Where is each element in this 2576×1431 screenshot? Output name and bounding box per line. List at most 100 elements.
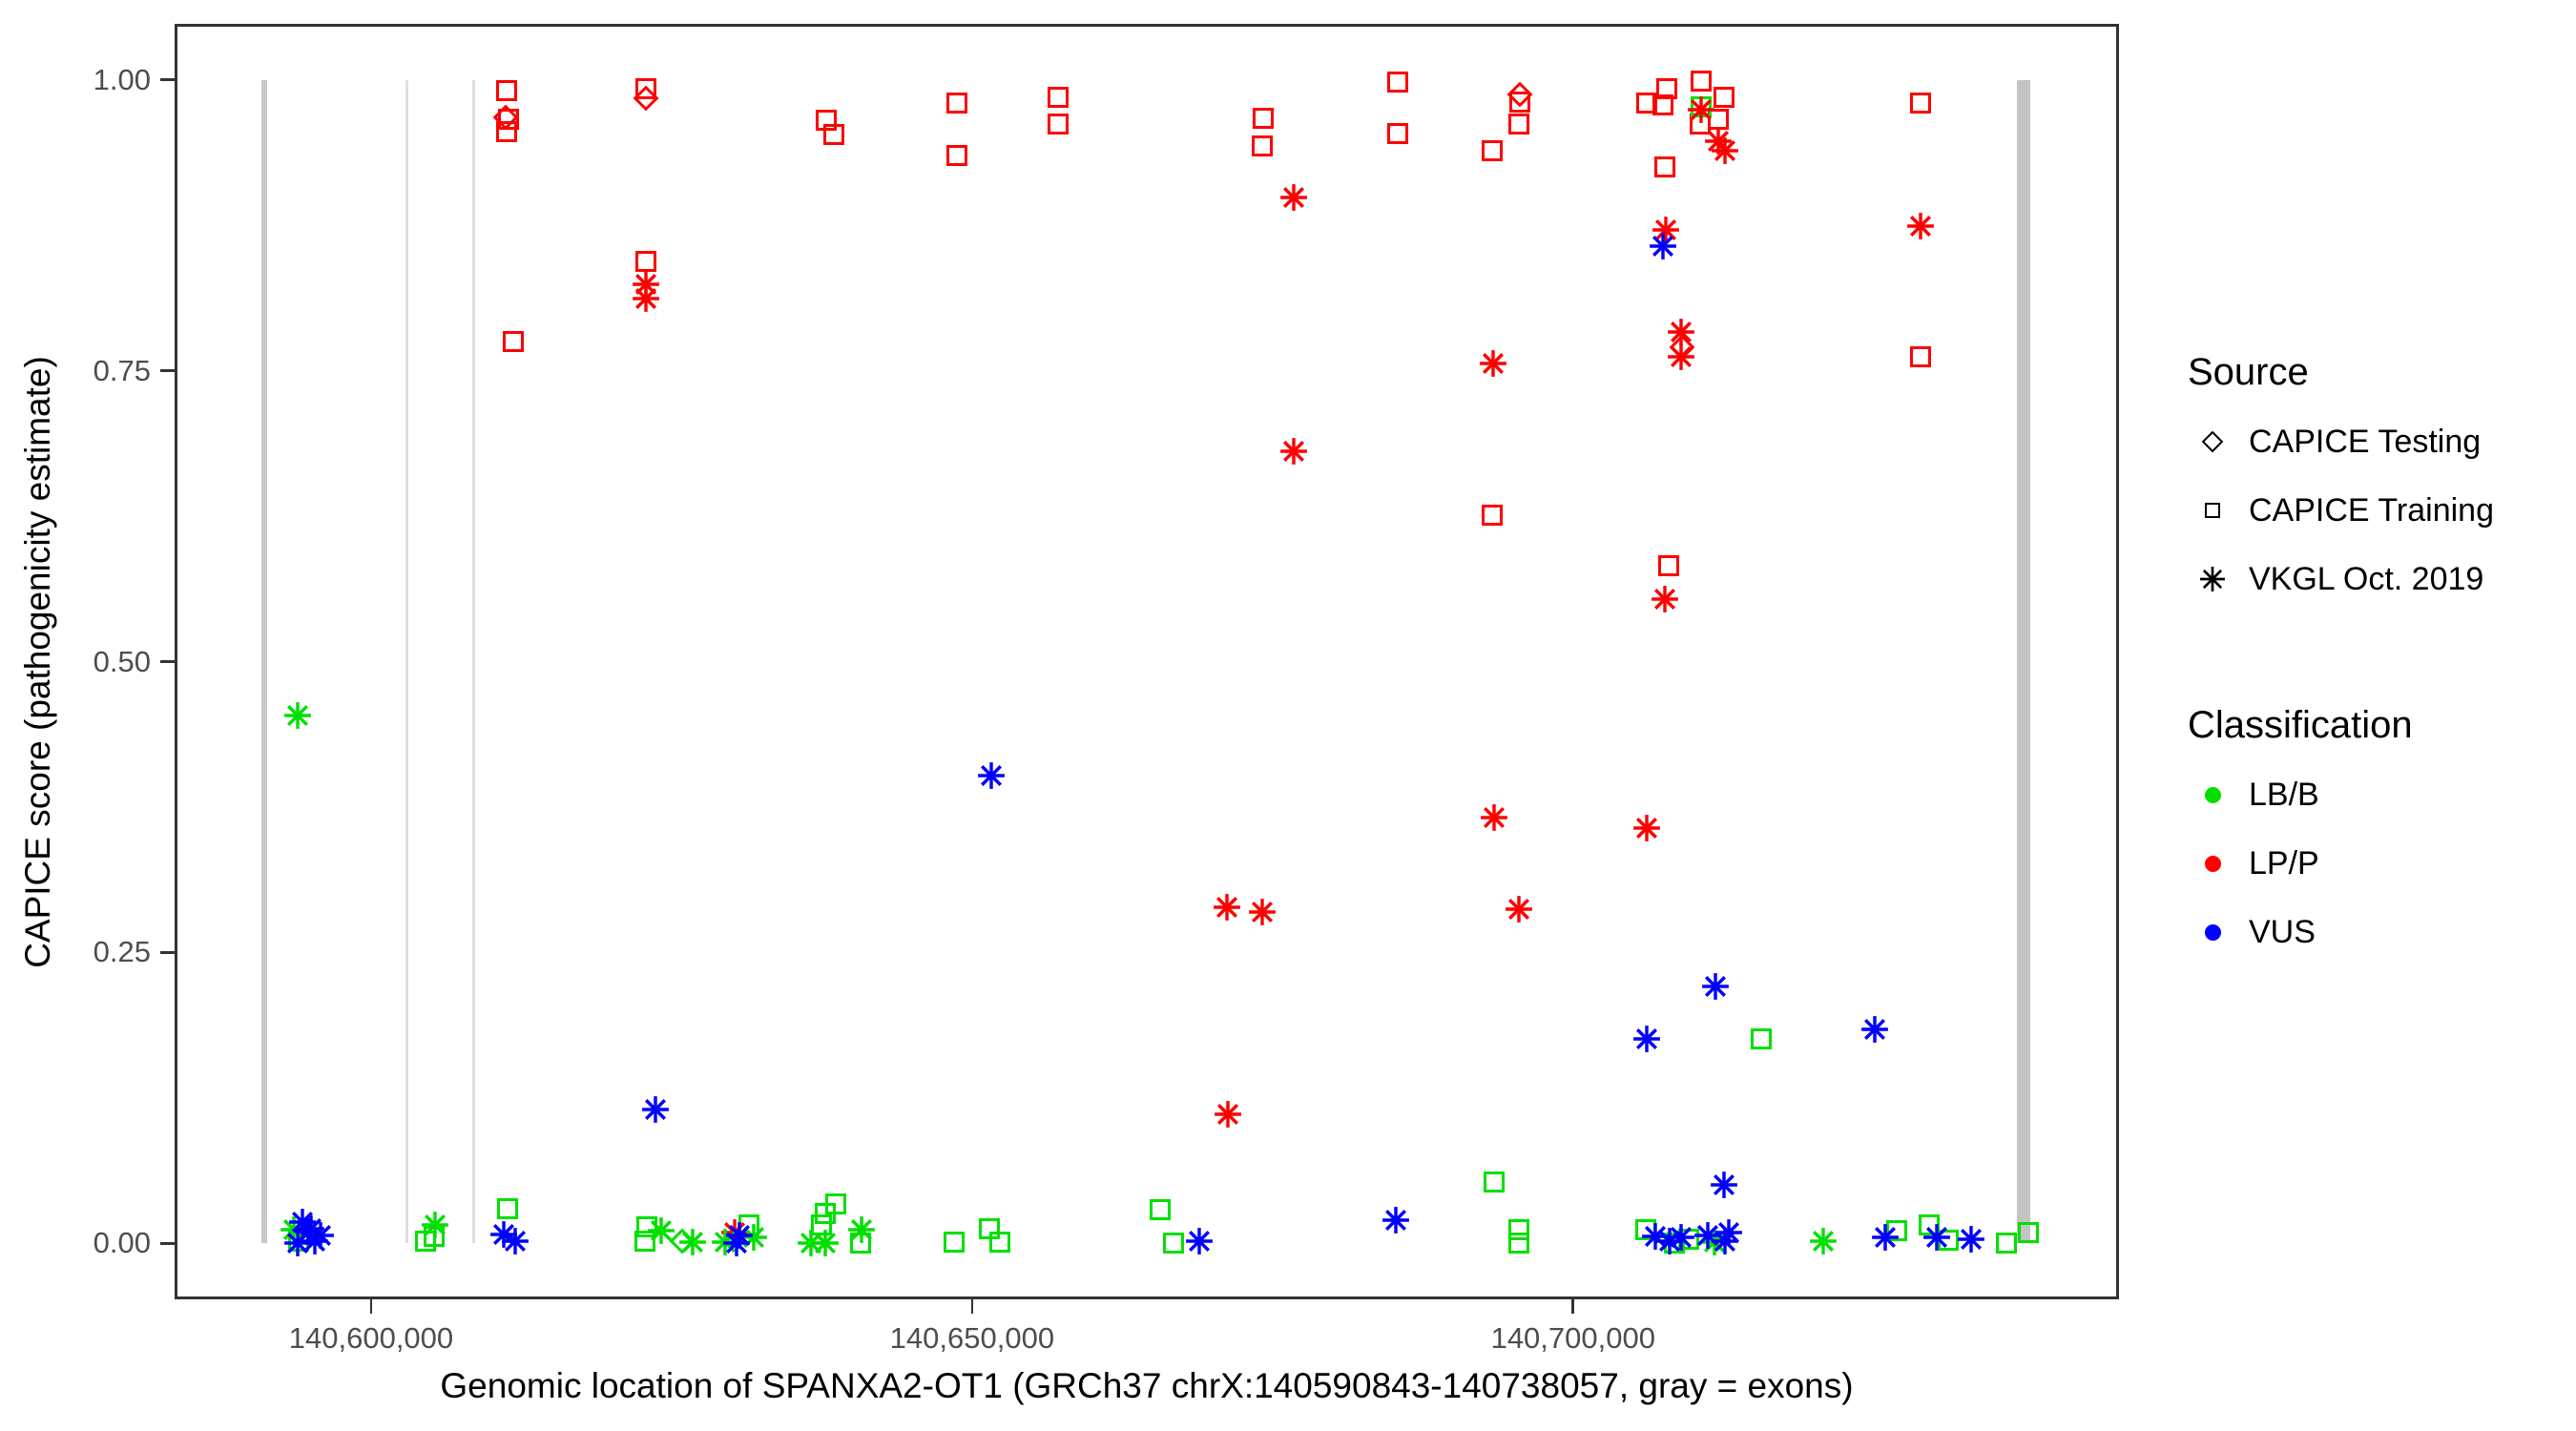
x-tick-mark: [970, 1299, 974, 1314]
data-point: [495, 121, 517, 143]
legend-item-label: CAPICE Testing: [2249, 423, 2482, 460]
data-point: [945, 92, 967, 114]
data-point: [1632, 1025, 1661, 1053]
legend-item-vus: VUS: [2188, 898, 2413, 966]
data-point: [810, 1213, 832, 1235]
data-point: [1713, 86, 1735, 108]
x-tick-mark: [369, 1299, 373, 1314]
x-tick-mark: [1571, 1299, 1575, 1314]
data-point: [1667, 318, 1695, 346]
data-point: [678, 1228, 707, 1256]
data-point: [1248, 898, 1277, 926]
y-axis-title: CAPICE score (pathogenicity estimate): [18, 355, 57, 968]
data-point: [641, 1095, 670, 1124]
data-point: [1483, 1171, 1505, 1192]
x-tick-label: 140,600,000: [288, 1321, 454, 1355]
data-point: [1381, 1206, 1410, 1234]
x-tick-label: 140,650,000: [889, 1321, 1055, 1355]
data-point: [634, 78, 656, 100]
data-point: [1652, 94, 1673, 116]
legend-item-label: VUS: [2249, 913, 2316, 950]
data-point: [847, 1215, 876, 1244]
data-point: [814, 1202, 836, 1224]
x-tick-label: 140,700,000: [1490, 1321, 1655, 1355]
dot-marker-icon: [2204, 786, 2221, 803]
legend-source-items: CAPICE Testing CAPICE Training VKGL Oct. 2…: [2188, 407, 2494, 613]
data-point: [1213, 893, 1241, 922]
data-point: [1149, 1199, 1171, 1221]
data-point: [503, 331, 524, 353]
y-tick-mark: [160, 1242, 175, 1245]
y-tick-label: 0.50: [93, 644, 151, 678]
data-point: [632, 284, 660, 313]
data-point: [421, 1211, 449, 1239]
data-point: [1251, 135, 1273, 157]
data-point: [1667, 1223, 1695, 1252]
data-point: [495, 79, 517, 101]
data-point: [1162, 1233, 1184, 1255]
data-point: [1386, 71, 1408, 93]
data-point: [1479, 349, 1507, 378]
data-point: [988, 1232, 1010, 1254]
y-tick-label: 0.75: [93, 353, 151, 387]
dot-marker-icon: [2188, 855, 2237, 872]
data-point: [1508, 91, 1530, 113]
data-point: [497, 109, 519, 131]
data-point: [1649, 232, 1677, 260]
data-point: [647, 1216, 675, 1245]
legend-item-square: CAPICE Training: [2188, 476, 2494, 545]
data-point: [1906, 212, 1935, 240]
square-marker-icon: [2205, 503, 2220, 518]
data-point: [1507, 1218, 1529, 1240]
data-point: [823, 123, 844, 145]
legend-item-label: LP/P: [2249, 844, 2319, 881]
data-point: [943, 1232, 965, 1254]
legend-source: Source CAPICE Testing CAPICE Training VKGL…: [2188, 351, 2494, 613]
data-point: [1480, 803, 1508, 832]
data-point: [1657, 555, 1679, 577]
data-point: [1047, 86, 1069, 108]
data-point: [1481, 139, 1503, 161]
data-point: [1505, 895, 1533, 923]
data-point: [1750, 1027, 1772, 1049]
data-point: [1957, 1225, 1985, 1254]
data-point: [811, 1229, 840, 1257]
data-point: [1909, 92, 1931, 114]
diamond-marker-icon: [2188, 430, 2237, 453]
dot-marker-icon: [2204, 923, 2221, 941]
data-point: [1909, 345, 1931, 367]
exon-bar: [405, 79, 408, 1244]
y-tick-label: 0.25: [93, 935, 151, 969]
data-point: [1711, 136, 1739, 165]
data-point: [945, 144, 967, 166]
legend-item-label: CAPICE Training: [2249, 491, 2494, 529]
data-point: [1690, 70, 1712, 92]
y-tick-mark: [160, 78, 175, 81]
y-tick-mark: [160, 369, 175, 372]
y-tick-label: 0.00: [93, 1226, 151, 1260]
data-point: [1507, 1233, 1529, 1255]
legend-classification-items: LB/B LP/P VUS: [2188, 760, 2413, 966]
data-point: [1860, 1015, 1889, 1044]
data-point: [501, 1227, 530, 1255]
data-point: [1809, 1227, 1838, 1255]
exon-bar: [471, 79, 475, 1244]
legend-item-label: LB/B: [2249, 776, 2319, 813]
data-point: [496, 1197, 518, 1219]
x-axis-title: Genomic location of SPANXA2-OT1 (GRCh37 …: [440, 1366, 1854, 1405]
data-point: [1507, 113, 1529, 135]
legend-item-label: VKGL Oct. 2019: [2249, 560, 2484, 597]
data-point: [1386, 122, 1408, 144]
data-point: [1652, 216, 1680, 244]
data-point: [977, 761, 1006, 790]
data-point: [1701, 972, 1730, 1001]
data-point: [1653, 156, 1675, 178]
data-point: [1885, 1220, 1907, 1242]
dot-marker-icon: [2188, 786, 2237, 803]
y-tick-mark: [160, 951, 175, 954]
legend-item-lp-p: LP/P: [2188, 829, 2413, 898]
data-point: [634, 1231, 655, 1252]
asterisk-marker-icon: [2188, 566, 2237, 592]
exon-bar: [260, 79, 267, 1244]
